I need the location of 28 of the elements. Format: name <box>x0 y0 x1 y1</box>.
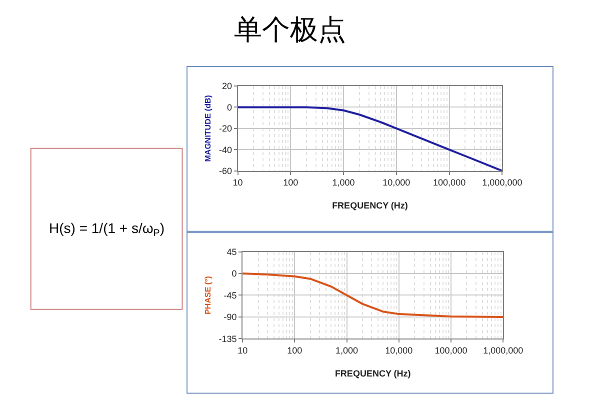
y-tick-label: 20 <box>222 81 232 92</box>
x-tick-label: 10 <box>238 345 248 356</box>
x-axis-title: FREQUENCY (Hz) <box>334 368 411 378</box>
x-tick-label: 100 <box>287 345 302 356</box>
x-tick-label: 1,000,000 <box>483 345 524 356</box>
y-tick-label: -90 <box>224 312 237 322</box>
y-tick-label: -40 <box>218 144 232 155</box>
y-tick-label: -60 <box>218 166 232 176</box>
x-tick-label: 10 <box>232 178 243 188</box>
x-tick-label: 100 <box>283 178 298 188</box>
text: H(s) = 1/(1 + s/ω$_{P}$) <box>49 220 165 239</box>
x-tick-label: 10,000 <box>385 345 413 356</box>
chart-title: 单个极点 <box>234 13 346 46</box>
x-tick-label: 100,000 <box>433 178 466 188</box>
x-tick-label: 100,000 <box>434 345 468 356</box>
y-tick-label: 0 <box>232 268 237 279</box>
y-axis-title: PHASE (°) <box>203 276 212 314</box>
x-tick-label: 1,000 <box>336 345 358 356</box>
x-tick-label: 10,000 <box>382 178 410 188</box>
y-tick-label: -45 <box>224 290 237 300</box>
y-tick-label: 0 <box>226 102 232 112</box>
y-tick-label: 45 <box>226 246 237 257</box>
x-tick-label: 1,000 <box>332 178 355 188</box>
y-tick-label: -20 <box>218 124 232 134</box>
y-tick-label: -135 <box>218 334 237 344</box>
x-tick-label: 1,000,000 <box>482 178 522 188</box>
x-axis-title: FREQUENCY (Hz) <box>332 200 408 210</box>
y-axis-title: MAGNITUDE (dB) <box>204 94 213 162</box>
